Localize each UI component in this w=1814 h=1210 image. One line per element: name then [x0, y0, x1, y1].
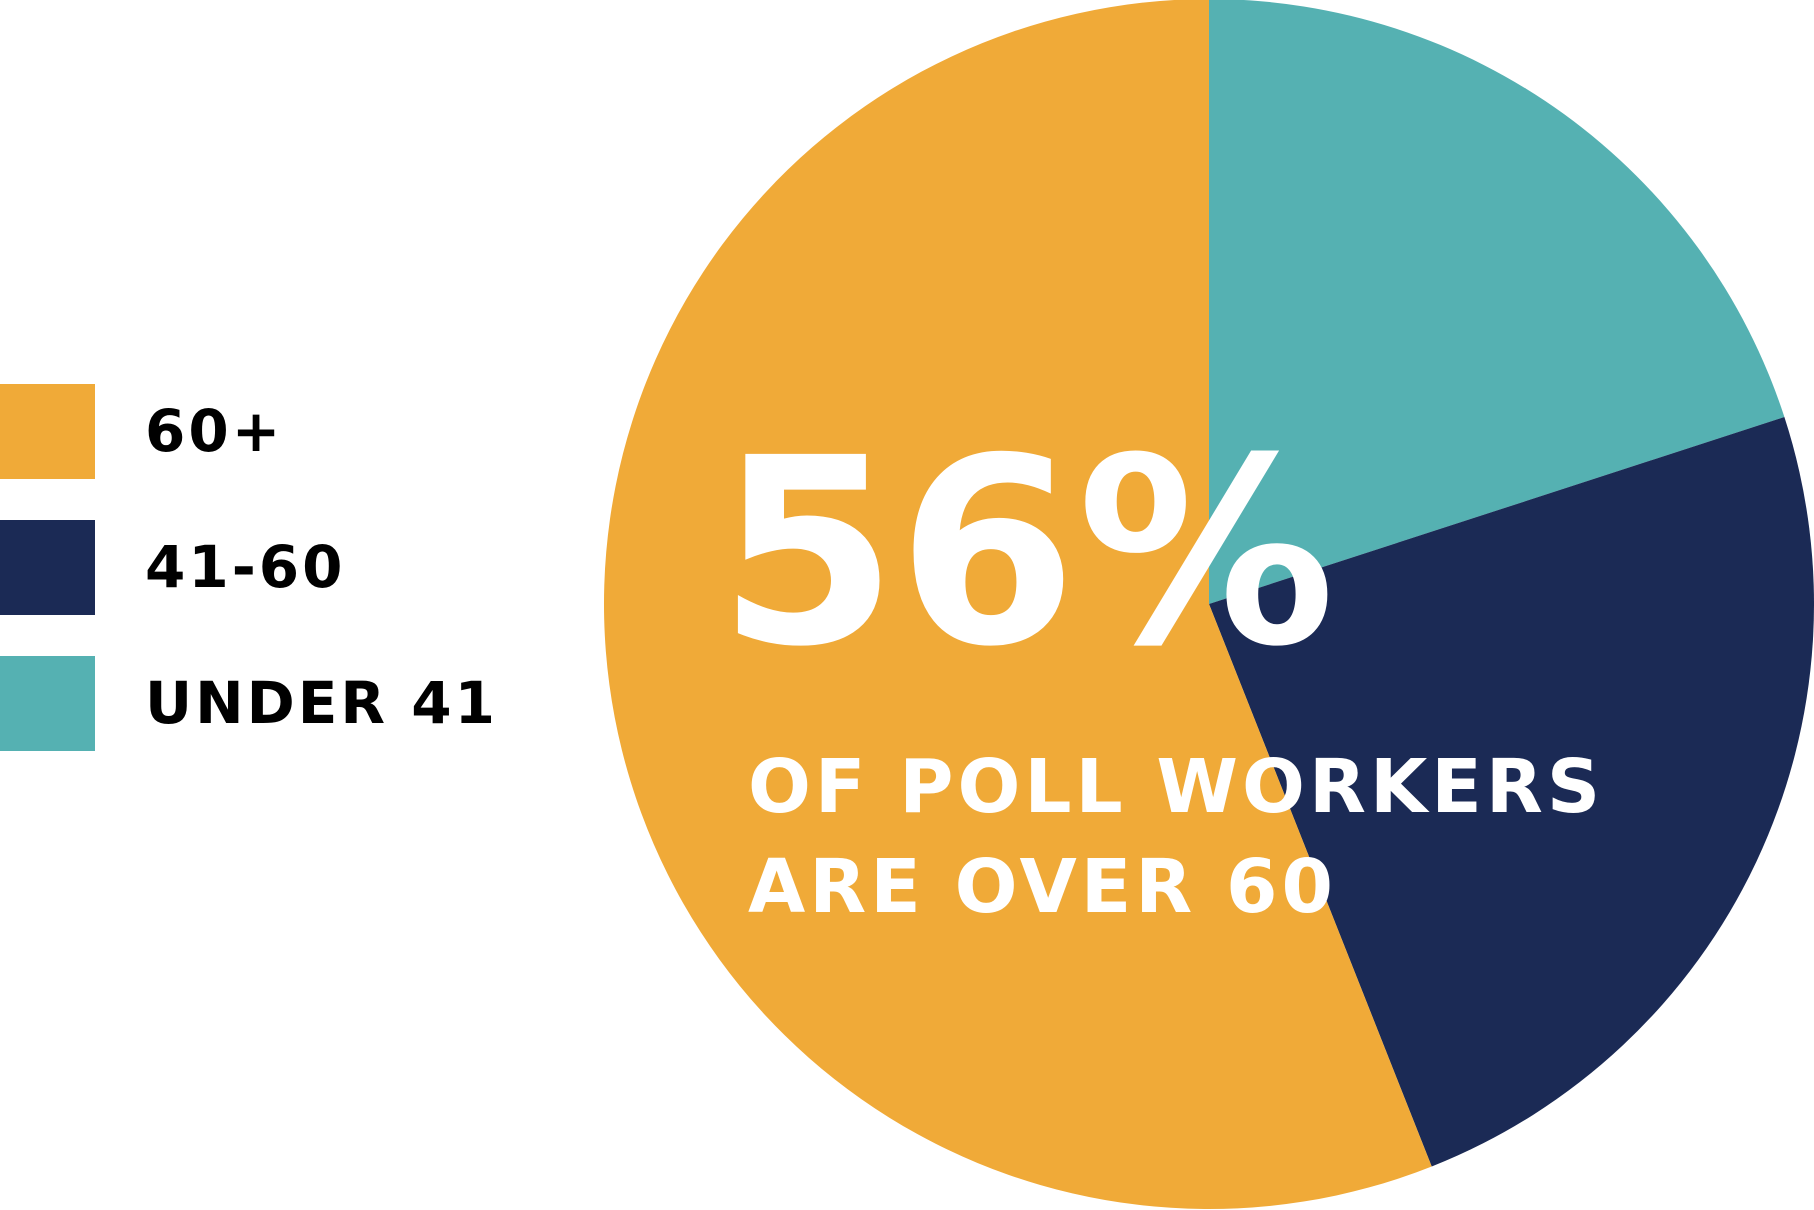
pie-overlay-text: 56% OF POLL WORKERS ARE OVER 60 — [718, 403, 1604, 930]
legend-swatch-41-60 — [0, 520, 95, 615]
caption-line-2: ARE OVER 60 — [748, 844, 1337, 930]
legend-label-under-41: UNDER 41 — [145, 669, 498, 737]
headline-value: 56% — [718, 403, 1336, 703]
legend-swatch-under-41 — [0, 656, 95, 751]
legend-item-60-plus: 60+ — [0, 384, 520, 479]
caption-line-1: OF POLL WORKERS — [748, 744, 1604, 830]
pie-slice-under-41 — [1209, 0, 1785, 604]
legend-item-under-41: UNDER 41 — [0, 656, 520, 751]
legend-item-41-60: 41-60 — [0, 520, 520, 615]
legend-swatch-60-plus — [0, 384, 95, 479]
pie-slices — [604, 0, 1814, 1209]
legend-label-41-60: 41-60 — [145, 533, 346, 601]
pie-slice-60-plus — [604, 0, 1432, 1209]
pie-slice-41-60 — [1209, 417, 1814, 1167]
legend-label-60-plus: 60+ — [145, 397, 284, 465]
